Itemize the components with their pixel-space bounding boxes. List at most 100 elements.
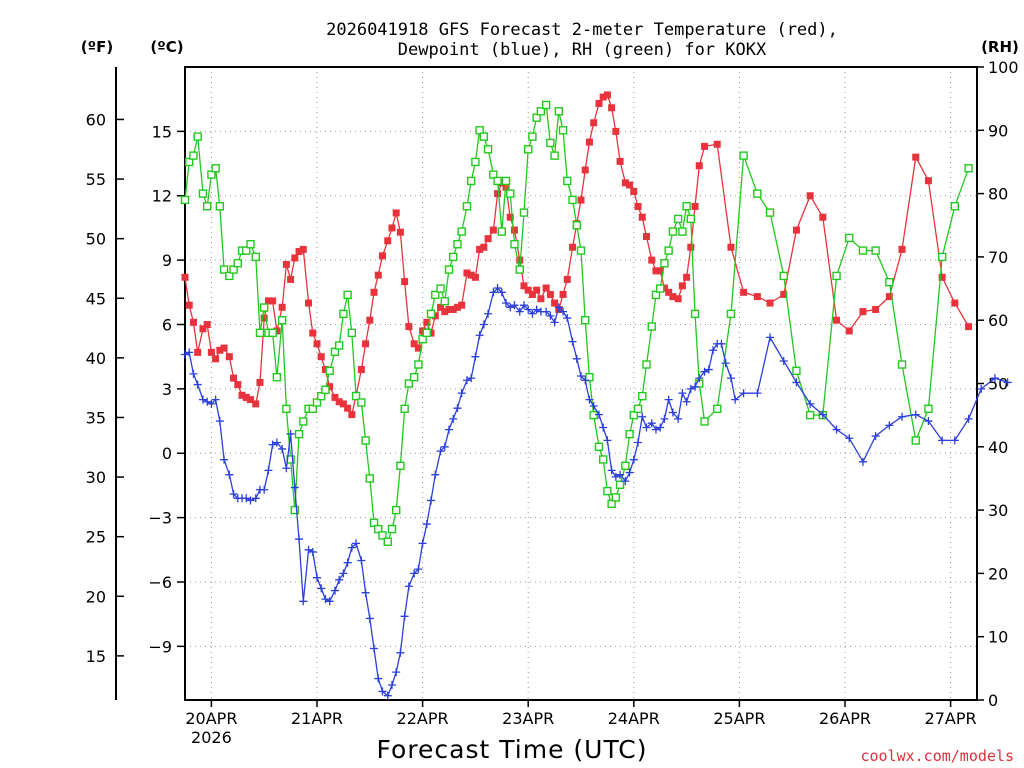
dewpoint-point [668,408,677,417]
temperature-point [278,303,286,311]
dewpoint-point [308,547,317,556]
dewpoint-point [515,307,524,316]
temperature-point [313,340,321,348]
temperature-point [335,398,343,406]
rh-point [532,113,541,122]
dewpoint-point [347,543,356,552]
dewpoint-point [410,569,419,578]
rh-point [251,252,260,262]
dewpoint-point [726,374,735,383]
dewpoint-point [625,468,634,477]
rh-point [387,524,397,534]
rh-point [568,195,577,205]
dewpoint-point [378,687,387,696]
rh-point [436,284,445,293]
dewpoint-point [339,569,348,578]
temperature-point [405,323,413,331]
temperature-point [542,284,550,292]
temperature-point [792,226,800,234]
rh-point [449,252,458,262]
dewpoint-point [374,674,383,683]
dewpoint-point [325,597,334,606]
temperature-point [246,396,254,404]
rh-point [272,372,282,382]
temperature-point [220,344,228,352]
temperature-point [766,299,774,307]
temperature-point [212,355,220,363]
temperature-point [656,267,664,275]
dewpoint-point [286,429,295,438]
temperature-point [612,127,620,135]
dewpoint-point [594,410,603,419]
dewpoint-point [260,485,269,494]
temperature-point [806,192,814,200]
temperature-point [242,393,250,401]
temperature-point [321,366,329,374]
temperature-point [396,228,404,236]
rh-point [479,132,489,141]
rh-point [308,404,317,414]
dewpoint-point [304,545,313,554]
dewpoint-point [634,438,643,447]
temperature-point [238,391,246,399]
temperature-point [453,303,461,311]
temperature-point [194,348,202,356]
temperature-point [753,293,761,301]
rh-point [621,461,630,470]
dewpoint-point [268,440,277,449]
temperature-point [938,273,946,281]
rh-point [611,493,621,502]
dewpoint-point [321,595,330,604]
rh-point [242,246,251,255]
temperature-point [520,282,528,290]
rh-point [431,290,440,300]
temperature-point [648,256,656,264]
temperature-point [269,297,277,305]
rh-point [598,455,608,464]
temperature-point [524,286,532,294]
rh-point [211,164,220,173]
fahrenheit-unit-label: (ºF) [81,38,113,56]
dewpoint-point [449,414,458,423]
x-tick-label: 20APR [185,709,237,728]
x-tick-label: 26APR [819,709,871,728]
dewpoint-point [938,436,947,445]
temperature-point [181,273,189,281]
rh-point [964,164,973,173]
fahrenheit-tick-label: 25 [86,528,106,547]
dewpoint-point [739,389,748,398]
dewpoint-point [422,520,431,529]
dewpoint-point [181,350,189,359]
rh-point [871,246,880,255]
rh-point [193,132,202,141]
dewpoint-point [924,417,933,426]
dewpoint-point [651,425,660,434]
x-tick-label: 23APR [502,709,554,728]
temperature-point [410,340,418,348]
temperature-point [845,327,853,335]
rh-point [466,176,476,186]
celsius-tick-label: 9 [162,251,172,270]
rh-point [690,309,700,319]
temperature-point [590,119,598,127]
dewpoint-point [766,333,775,342]
dewpoint-point [709,346,717,355]
temperature-point [230,374,238,382]
rh-point [664,246,673,255]
rh-tick-label: 0 [988,691,998,710]
celsius-tick-label: −9 [148,637,172,656]
rh-line [184,103,970,544]
temperature-point [683,273,691,281]
rh-point [347,328,357,338]
rh-point [506,189,515,198]
dewpoint-point [779,356,788,365]
temperature-point [480,243,488,251]
temperature-point [951,299,959,307]
dewpoint-point [414,565,423,574]
temperature-point [441,308,449,316]
temperature-point [701,142,709,150]
rh-point [378,531,387,540]
temperature-point [603,91,611,99]
rh-point [700,417,709,426]
